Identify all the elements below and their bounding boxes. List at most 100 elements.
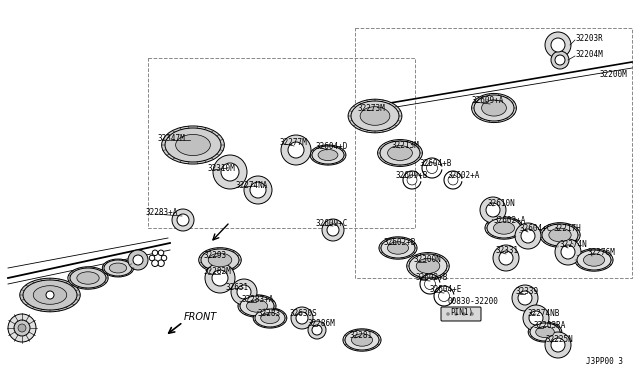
Ellipse shape xyxy=(387,242,408,254)
Ellipse shape xyxy=(379,237,417,259)
Circle shape xyxy=(515,223,541,249)
Circle shape xyxy=(231,279,257,305)
Ellipse shape xyxy=(409,254,447,278)
Ellipse shape xyxy=(162,126,225,164)
Text: 32602+A: 32602+A xyxy=(448,170,481,180)
Circle shape xyxy=(157,260,164,266)
Circle shape xyxy=(454,312,458,316)
Ellipse shape xyxy=(493,222,515,234)
Text: 32604+C: 32604+C xyxy=(520,224,552,232)
Circle shape xyxy=(158,250,164,256)
Ellipse shape xyxy=(201,249,239,271)
Circle shape xyxy=(128,250,148,270)
Text: 32631: 32631 xyxy=(226,282,249,292)
Circle shape xyxy=(327,224,339,236)
Ellipse shape xyxy=(260,312,279,324)
Text: 32602+A: 32602+A xyxy=(494,215,526,224)
Ellipse shape xyxy=(208,253,232,267)
Text: 32213M: 32213M xyxy=(392,141,420,150)
Circle shape xyxy=(448,175,458,185)
Circle shape xyxy=(462,312,466,316)
Text: 32200M: 32200M xyxy=(600,70,628,78)
Ellipse shape xyxy=(577,250,611,270)
Ellipse shape xyxy=(175,134,211,155)
Ellipse shape xyxy=(102,259,134,277)
Ellipse shape xyxy=(109,263,127,273)
Text: 32331: 32331 xyxy=(496,246,519,254)
Circle shape xyxy=(42,287,58,303)
Circle shape xyxy=(512,285,538,311)
Ellipse shape xyxy=(549,228,571,242)
Circle shape xyxy=(18,324,26,332)
Text: 00830-32200: 00830-32200 xyxy=(448,298,499,307)
Circle shape xyxy=(518,291,532,305)
Ellipse shape xyxy=(318,150,338,161)
Circle shape xyxy=(312,325,322,335)
Circle shape xyxy=(205,263,235,293)
Text: 32293: 32293 xyxy=(203,251,226,260)
Ellipse shape xyxy=(351,101,399,131)
Text: 32274N: 32274N xyxy=(560,240,588,248)
Circle shape xyxy=(322,219,344,241)
Circle shape xyxy=(149,255,155,261)
Circle shape xyxy=(545,32,571,58)
Circle shape xyxy=(551,51,569,69)
Circle shape xyxy=(291,307,313,329)
Ellipse shape xyxy=(312,146,344,164)
Text: 32281: 32281 xyxy=(350,331,373,340)
Ellipse shape xyxy=(530,323,560,341)
Ellipse shape xyxy=(360,107,390,125)
Circle shape xyxy=(288,142,304,158)
Ellipse shape xyxy=(165,128,221,162)
Text: 32274NB: 32274NB xyxy=(528,308,561,317)
Circle shape xyxy=(250,182,266,198)
Text: 32609+C: 32609+C xyxy=(316,218,348,228)
Circle shape xyxy=(8,314,36,342)
Circle shape xyxy=(493,245,519,271)
Text: 32276M: 32276M xyxy=(588,247,616,257)
Text: 32217H: 32217H xyxy=(553,224,580,232)
Ellipse shape xyxy=(246,300,268,312)
Text: 32203R: 32203R xyxy=(575,33,603,42)
Text: 32630S: 32630S xyxy=(290,308,317,317)
Ellipse shape xyxy=(70,268,106,288)
Circle shape xyxy=(133,255,143,265)
Ellipse shape xyxy=(481,100,506,116)
Ellipse shape xyxy=(378,140,422,166)
Ellipse shape xyxy=(388,145,412,160)
Ellipse shape xyxy=(540,223,580,247)
Text: 32286M: 32286M xyxy=(308,320,336,328)
Circle shape xyxy=(152,260,158,266)
Circle shape xyxy=(446,312,450,316)
Ellipse shape xyxy=(104,260,132,276)
Circle shape xyxy=(523,305,549,331)
Circle shape xyxy=(561,245,575,259)
Ellipse shape xyxy=(575,249,613,271)
Ellipse shape xyxy=(542,224,578,246)
Text: 32283+A: 32283+A xyxy=(242,295,275,305)
Text: 32310M: 32310M xyxy=(208,164,236,173)
Text: 32610N: 32610N xyxy=(488,199,516,208)
Circle shape xyxy=(152,250,157,256)
Ellipse shape xyxy=(528,322,562,342)
Circle shape xyxy=(244,176,272,204)
Circle shape xyxy=(296,312,308,324)
FancyBboxPatch shape xyxy=(441,307,481,321)
Text: 32282M: 32282M xyxy=(203,267,231,276)
Text: FRONT: FRONT xyxy=(184,312,217,322)
Ellipse shape xyxy=(487,218,521,238)
Circle shape xyxy=(521,229,535,243)
Circle shape xyxy=(172,209,194,231)
Circle shape xyxy=(551,338,565,352)
Ellipse shape xyxy=(23,280,77,310)
Ellipse shape xyxy=(68,267,108,289)
Ellipse shape xyxy=(536,326,554,337)
Circle shape xyxy=(407,175,417,185)
Circle shape xyxy=(555,239,581,265)
Text: 32347M: 32347M xyxy=(158,134,186,142)
Ellipse shape xyxy=(240,296,274,316)
Text: 32609+B: 32609+B xyxy=(396,170,428,180)
Text: 32300N: 32300N xyxy=(413,256,441,264)
Text: 32225N: 32225N xyxy=(546,336,573,344)
Circle shape xyxy=(281,135,311,165)
